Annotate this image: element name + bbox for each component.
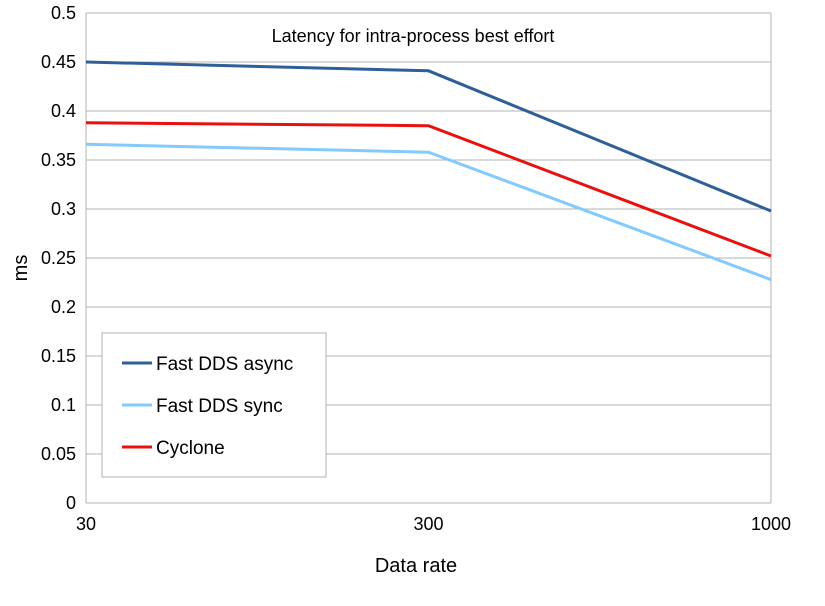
- series-line: [85, 121, 772, 258]
- series-lines: [85, 60, 772, 282]
- series-line: [85, 142, 772, 282]
- y-tick-label: 0.5: [51, 3, 76, 23]
- y-tick-label: 0.45: [41, 52, 76, 72]
- y-tick-label: 0.4: [51, 101, 76, 121]
- y-axis-tick-labels: 0 0.05 0.1 0.15 0.2 0.25 0.3 0.35 0.4 0.45 0.5: [41, 3, 76, 513]
- y-tick-label: 0.05: [41, 444, 76, 464]
- plot-area: [85, 13, 772, 504]
- series-line: [85, 60, 772, 213]
- legend-label: Fast DDS sync: [156, 396, 283, 417]
- x-tick-label: 30: [76, 514, 96, 534]
- x-tick-label: 1000: [751, 514, 791, 534]
- legend-label: Fast DDS async: [156, 354, 293, 375]
- y-tick-label: 0.1: [51, 395, 76, 415]
- y-tick-label: 0: [66, 493, 76, 513]
- y-tick-label: 0.15: [41, 346, 76, 366]
- y-axis-title: ms: [10, 255, 32, 282]
- chart-title: Latency for intra-process best effort: [272, 26, 555, 46]
- y-tick-label: 0.35: [41, 150, 76, 170]
- y-tick-label: 0.3: [51, 199, 76, 219]
- x-axis-tick-labels: 30 300 1000: [76, 514, 791, 534]
- x-tick-label: 300: [413, 514, 443, 534]
- legend: Fast DDS async Fast DDS sync Cyclone: [101, 332, 327, 478]
- y-tick-label: 0.25: [41, 248, 76, 268]
- x-axis-title: Data rate: [375, 555, 457, 577]
- y-tick-label: 0.2: [51, 297, 76, 317]
- legend-label: Cyclone: [156, 438, 225, 459]
